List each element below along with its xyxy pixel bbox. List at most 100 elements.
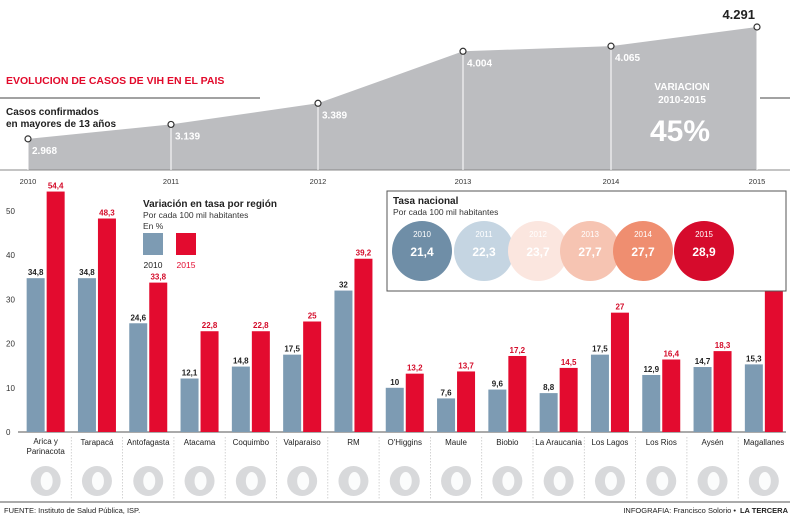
bar-2015-label: 25 [308, 312, 317, 321]
category-label: RM [347, 438, 360, 447]
region-shape-icon [194, 472, 207, 490]
bar-2015-label: 13,2 [407, 364, 423, 373]
bar-2015 [508, 355, 527, 432]
regional-legend: Variación en tasa por región Por cada 10… [143, 199, 277, 270]
variation-value: 45% [650, 115, 710, 148]
national-circle-2011 [454, 221, 514, 281]
bar-2010-label: 17,5 [284, 345, 300, 354]
bar-2010 [180, 378, 199, 432]
y-tick-label: 0 [6, 428, 11, 437]
national-year-label: 2010 [413, 230, 431, 239]
y-tick-label: 50 [6, 207, 15, 216]
region-shape-icon [604, 472, 617, 490]
category-label: O'Higgins [388, 438, 422, 447]
category-label: Aysén [702, 438, 724, 447]
bar-2015 [354, 258, 373, 432]
bar-2010-label: 34,8 [28, 268, 44, 277]
bar-2015 [764, 279, 783, 432]
bar-2010 [642, 374, 661, 432]
national-circle-2013 [560, 221, 620, 281]
footer-source: FUENTE: Instituto de Salud Pública, ISP. [4, 506, 140, 515]
national-value-label: 22,3 [472, 245, 496, 259]
category-label: Antofagasta [127, 438, 170, 447]
national-year-label: 2015 [695, 230, 713, 239]
national-title: Tasa nacional [393, 196, 459, 207]
category-label: Valparaiso [284, 438, 322, 447]
area-value-label: 2.968 [32, 146, 57, 157]
bar-2015 [662, 359, 681, 432]
bar-2010 [26, 278, 45, 432]
area-value-label: 3.389 [322, 110, 347, 121]
national-year-label: 2012 [529, 230, 547, 239]
area-value-label: 4.065 [615, 53, 640, 64]
bar-2015 [46, 191, 65, 432]
bar-2010 [693, 367, 712, 432]
bar-2010-label: 7,6 [440, 388, 452, 397]
bar-2015 [559, 367, 578, 432]
bar-2010 [283, 354, 302, 432]
bar-2015-label: 22,8 [202, 321, 218, 330]
bar-2015-label: 18,3 [715, 341, 731, 350]
bar-2015-label: 48,3 [99, 209, 115, 218]
bar-2015-label: 17,2 [510, 346, 526, 355]
legend-title: Variación en tasa por región [143, 199, 277, 210]
bar-2010-label: 32 [339, 281, 348, 290]
y-tick-label: 20 [6, 340, 15, 349]
bar-2010-label: 14,8 [233, 357, 249, 366]
area-point [459, 47, 467, 55]
region-shape-icon [758, 472, 771, 490]
bar-2015 [457, 371, 476, 432]
bar-2010 [539, 393, 558, 432]
bar-2015-label: 14,5 [561, 358, 577, 367]
category-label: Atacama [184, 438, 216, 447]
bar-2010-label: 12,1 [182, 369, 198, 378]
area-value-label: 4.004 [467, 58, 492, 69]
bar-2015-label: 13,7 [458, 361, 474, 370]
area-year-label: 2010 [20, 177, 37, 186]
bar-2010 [77, 278, 96, 432]
area-point [314, 99, 322, 107]
category-label: Biobio [496, 438, 519, 447]
legend-unit: En % [143, 221, 164, 231]
bar-2015 [97, 218, 116, 432]
category-label: Maule [445, 438, 467, 447]
chart-subtitle-line1: Casos confirmados [6, 107, 99, 118]
bar-2015 [303, 321, 322, 432]
national-circle-2010 [392, 221, 452, 281]
legend-swatch-2010 [143, 233, 163, 255]
region-shape-icon [553, 472, 566, 490]
area-chart: 2.968 2010 3.139 2011 3.389 2012 4.004 2013 4.06… [0, 7, 790, 186]
national-year-label: 2011 [475, 230, 493, 239]
area-point [167, 120, 175, 129]
national-circle-2012 [508, 221, 568, 281]
bar-2010 [129, 323, 148, 432]
bar-2010-label: 15,3 [746, 354, 762, 363]
bar-2010-label: 14,7 [695, 357, 711, 366]
legend-year-2015: 2015 [177, 260, 196, 270]
bar-2010-label: 8,8 [543, 383, 555, 392]
bar-2010-label: 24,6 [130, 313, 146, 322]
region-shape-icon [91, 472, 104, 490]
national-value-label: 27,7 [631, 245, 655, 259]
bar-2015 [200, 331, 219, 432]
bar-2010-label: 17,5 [592, 345, 608, 354]
area-year-label: 2012 [310, 177, 327, 186]
region-shape-icon [502, 472, 515, 490]
variation-label-line1: VARIACION [654, 82, 709, 93]
bar-2015 [149, 282, 168, 432]
region-shape-icon [143, 472, 156, 490]
national-value-label: 28,9 [692, 245, 716, 259]
category-label: Los Rios [646, 438, 677, 447]
national-rate-box: Tasa nacional Por cada 100 mil habitante… [386, 190, 787, 292]
bar-2010-label: 9,6 [492, 380, 504, 389]
y-tick-label: 40 [6, 251, 15, 260]
bar-2015 [405, 373, 424, 432]
national-value-label: 27,7 [578, 245, 602, 259]
area-fill [28, 27, 757, 170]
footer: FUENTE: Instituto de Salud Pública, ISP.… [4, 506, 789, 515]
region-shape-icon [656, 472, 669, 490]
variation-label-line2: 2010-2015 [658, 95, 706, 106]
bar-2010 [437, 398, 456, 432]
